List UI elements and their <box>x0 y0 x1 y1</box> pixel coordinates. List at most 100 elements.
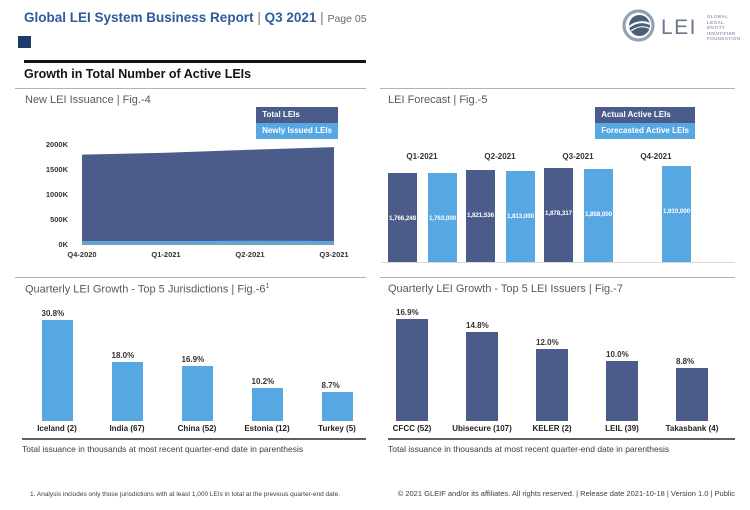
area-total-leis <box>82 147 334 242</box>
bar-value-label: 10.2% <box>251 376 275 386</box>
fig4-axis-line <box>82 244 334 245</box>
x-axis-label: Q4-2020 <box>67 250 97 259</box>
panel-rule-bottom-left <box>15 277 366 278</box>
category-label: Ubisecure (107) <box>452 424 512 433</box>
quarter-label: Q1-2021 <box>406 152 438 161</box>
bar-forecasted-active-leis: 1,763,000 <box>428 173 457 262</box>
logo-org-line: IDENTIFIER <box>707 30 736 36</box>
legend-total-leis: Total LEIs <box>256 107 338 123</box>
fig4-legend: Total LEIs Newly Issued LEIs <box>256 107 338 139</box>
bar-leil39 <box>606 360 638 421</box>
bar-value-label: 1,763,000 <box>428 215 457 223</box>
fig7-note: Total issuance in thousands at most rece… <box>388 444 670 454</box>
logo-org-name: GLOBAL LEGAL ENTITY IDENTIFIER FOUNDATIO… <box>707 14 740 41</box>
category-label: LEIL (39) <box>605 424 639 433</box>
copyright: © 2021 GLEIF and/or its affiliates. All … <box>397 489 735 498</box>
bar-actual-active-leis: 1,766,248 <box>388 173 417 262</box>
bar-forecasted-active-leis: 1,858,000 <box>584 168 613 262</box>
header-accent-square <box>18 36 31 48</box>
bar-iceland2 <box>41 320 73 421</box>
bar-cfcc52 <box>396 319 428 421</box>
y-tick-label: 0K <box>58 240 68 249</box>
legend-actual-active-leis: Actual Active LEIs <box>595 107 695 123</box>
logo-acronym: LEI <box>661 16 698 39</box>
bar-keler2 <box>536 348 568 421</box>
x-axis-label: Q2-2021 <box>235 250 265 259</box>
legend-newly-issued-leis: Newly Issued LEIs <box>256 123 338 139</box>
fig6-title-text: Quarterly LEI Growth - Top 5 Jurisdictio… <box>25 283 266 296</box>
fig5-axis-line <box>381 262 735 263</box>
report-period: Q3 2021 <box>264 10 317 25</box>
y-tick-label: 2000K <box>45 140 68 149</box>
bar-forecasted-active-leis: 1,910,000 <box>662 166 691 262</box>
category-label: China (52) <box>177 424 217 433</box>
gleif-logo: LEI GLOBAL LEGAL ENTITY IDENTIFIER FOUND… <box>622 8 740 48</box>
y-tick-label: 1000K <box>45 190 68 199</box>
page-title: Global LEI System Business Report | Q3 2… <box>24 10 367 25</box>
quarter-label: Q4-2021 <box>640 152 672 161</box>
globe-icon <box>622 9 655 47</box>
category-label: CFCC (52) <box>392 424 432 433</box>
category-label: Estonia (12) <box>244 424 290 433</box>
y-tick-label: 1500K <box>45 165 68 174</box>
fig6-title-superscript: 1 <box>265 283 270 290</box>
panel-rule-top-right <box>380 88 735 89</box>
fig4-title: New LEI Issuance | Fig.-4 <box>25 94 151 106</box>
quarter-label: Q3-2021 <box>562 152 594 161</box>
bar-takasbank4 <box>676 367 708 421</box>
page-number: Page 05 <box>327 13 367 25</box>
bar-turkey5 <box>321 392 353 421</box>
bar-value-label: 1,813,000 <box>506 212 535 220</box>
x-axis-label: Q3-2021 <box>319 250 349 259</box>
fig6-note: Total issuance in thousands at most rece… <box>22 444 304 454</box>
bar-value-label: 1,910,000 <box>662 208 691 215</box>
bar-value-label: 8.7% <box>321 381 340 391</box>
category-label: KELER (2) <box>532 424 572 433</box>
bar-ubisecure107 <box>466 331 498 421</box>
logo-org-line: GLOBAL <box>707 14 729 20</box>
panel-rule-bottom-right <box>380 277 735 278</box>
bar-forecasted-active-leis: 1,813,000 <box>506 170 535 262</box>
fig5-title: LEI Forecast | Fig.-5 <box>388 94 488 106</box>
bar-actual-active-leis: 1,821,536 <box>466 170 495 262</box>
legend-forecasted-active-leis: Forecasted Active LEIs <box>595 123 695 139</box>
bar-value-label: 8.8% <box>676 356 695 366</box>
bar-actual-active-leis: 1,878,317 <box>544 167 573 262</box>
section-heading: Growth in Total Number of Active LEIs <box>24 67 252 81</box>
logo-org-line: FOUNDATION <box>707 36 741 42</box>
category-label: Iceland (2) <box>37 424 77 433</box>
category-label: India (67) <box>109 424 145 433</box>
bar-value-label: 18.0% <box>111 350 135 360</box>
fig7-note-rule <box>388 438 735 440</box>
area-newly-issued <box>82 240 334 244</box>
fig4-area-svg <box>82 147 334 244</box>
fig6-title: Quarterly LEI Growth - Top 5 Jurisdictio… <box>25 283 269 296</box>
bar-value-label: 1,858,000 <box>584 210 613 218</box>
footnote: 1. Analysis includes only those jurisdic… <box>30 491 341 498</box>
logo-org-line: ENTITY <box>707 25 726 31</box>
fig5-legend: Actual Active LEIs Forecasted Active LEI… <box>595 107 695 139</box>
bar-value-label: 16.9% <box>396 308 419 317</box>
bar-india67 <box>111 361 143 421</box>
y-tick-label: 500K <box>50 215 68 224</box>
header-rule <box>24 60 366 63</box>
logo-org-line: LEGAL <box>707 19 725 25</box>
bar-value-label: 10.0% <box>606 349 629 359</box>
category-label: Takasbank (4) <box>665 424 719 433</box>
bar-value-label: 30.8% <box>41 309 65 318</box>
bar-estonia12 <box>251 387 283 421</box>
quarter-label: Q2-2021 <box>484 152 516 161</box>
bar-value-label: 14.8% <box>466 320 489 330</box>
title-divider: | <box>257 10 261 25</box>
bar-value-label: 16.9% <box>181 354 205 364</box>
x-axis-label: Q1-2021 <box>151 250 181 259</box>
fig7-title: Quarterly LEI Growth - Top 5 LEI Issuers… <box>388 283 623 295</box>
panel-rule-top-left <box>15 88 366 89</box>
fig6-note-rule <box>22 438 366 440</box>
bar-value-label: 1,878,317 <box>544 209 573 217</box>
category-label: Turkey (5) <box>318 424 356 433</box>
title-divider-2: | <box>320 10 324 25</box>
bar-china52 <box>181 365 213 421</box>
bar-value-label: 1,821,536 <box>466 212 495 220</box>
